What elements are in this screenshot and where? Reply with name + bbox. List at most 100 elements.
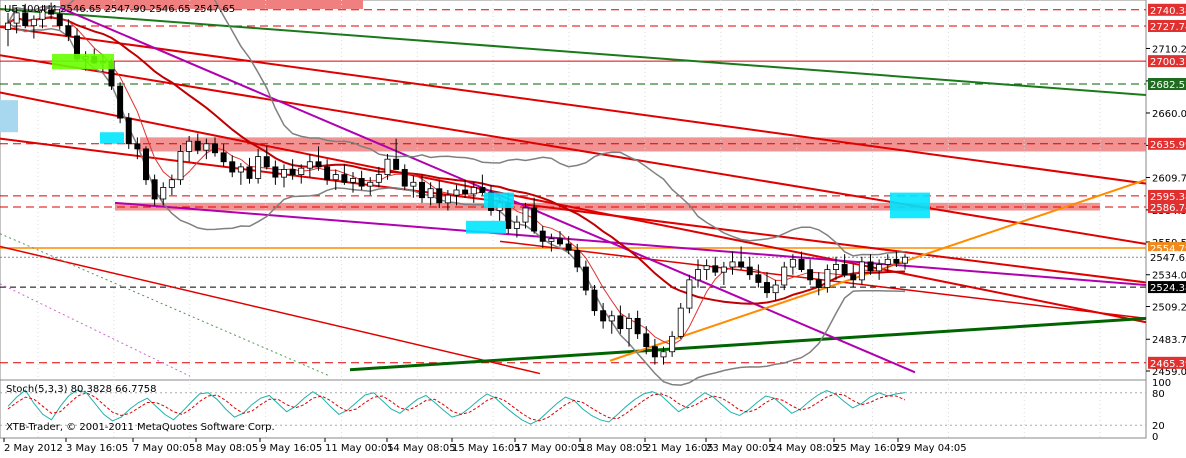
candle-body xyxy=(858,261,865,281)
candle-body xyxy=(281,169,287,178)
x-tick-label: 8 May 08:05 xyxy=(196,443,258,454)
level-label: 2700.37 xyxy=(1150,57,1186,68)
candle-body xyxy=(186,140,193,152)
lime-box xyxy=(52,53,114,70)
bollinger-upper xyxy=(7,0,906,257)
x-tick-label: 11 May 00:05 xyxy=(325,443,394,454)
candle-body xyxy=(324,166,331,181)
candle-body xyxy=(453,189,460,196)
level-label: 2554.79 xyxy=(1150,244,1186,255)
candle-body xyxy=(789,258,796,268)
candle-body xyxy=(358,178,365,187)
y-tick-label: 2459.00 xyxy=(1152,367,1186,378)
candle-body xyxy=(772,284,779,294)
candle-body xyxy=(824,269,831,288)
x-tick-label: 9 May 16:05 xyxy=(260,443,322,454)
level-label-bg xyxy=(1148,281,1186,294)
candle-body xyxy=(764,282,770,294)
level-label-bg xyxy=(1148,356,1186,369)
candle-body xyxy=(117,85,124,119)
level-label: 2727.74 xyxy=(1150,22,1186,33)
level-label: 2595.38 xyxy=(1150,192,1186,203)
x-tick-label: 18 May 08:05 xyxy=(580,443,649,454)
candle-body xyxy=(427,188,434,199)
candle-body xyxy=(617,315,624,330)
x-tick-label: 25 May 16:05 xyxy=(834,443,903,454)
candle-body xyxy=(419,181,425,199)
x-tick-label: 3 May 16:05 xyxy=(66,443,128,454)
candle-body xyxy=(134,143,141,150)
candle-body xyxy=(798,258,805,270)
candle-body xyxy=(177,151,184,181)
candle-body xyxy=(876,264,883,272)
candle-body xyxy=(341,174,348,183)
level-label: 2635.99 xyxy=(1150,140,1186,151)
cyan-box-1 xyxy=(100,132,124,144)
candle-body xyxy=(30,18,37,27)
candle-body xyxy=(168,179,175,188)
candle-body xyxy=(203,143,210,151)
candle-body xyxy=(160,187,167,200)
osc-level-label: 20 xyxy=(1152,421,1165,432)
candle-body xyxy=(703,265,710,270)
candle-body xyxy=(582,266,589,291)
candle-body xyxy=(470,187,477,195)
candle-body xyxy=(401,169,408,187)
osc-level-label: 0 xyxy=(1152,432,1158,443)
x-tick-label: 21 May 16:05 xyxy=(645,443,714,454)
trend-red-2 xyxy=(0,54,1147,245)
level-label-bg xyxy=(1148,251,1186,264)
copyright-text: XTB-Trader, © 2001-2011 MetaQuotes Softw… xyxy=(6,422,275,433)
y-tick-label: 2509.25 xyxy=(1152,303,1186,314)
candle-body xyxy=(781,266,788,286)
candle-body xyxy=(151,179,158,200)
candle-body xyxy=(48,9,55,15)
candle-body xyxy=(574,249,581,268)
candle-body xyxy=(712,265,719,273)
candle-body xyxy=(626,317,632,330)
cyan-box-2 xyxy=(466,220,506,234)
level-label-bg xyxy=(1148,55,1186,68)
trend-red-6 xyxy=(499,240,1147,320)
left-blue-marker xyxy=(0,100,18,133)
candle-body xyxy=(410,181,417,187)
y-tick-label: 2534.00 xyxy=(1152,271,1186,282)
cyan-box-4 xyxy=(890,192,930,219)
level-label-bg xyxy=(1148,201,1186,214)
x-tick-label: 7 May 00:05 xyxy=(133,443,195,454)
candle-body xyxy=(600,310,607,322)
cyan-box-3 xyxy=(484,192,514,208)
trend-red-1 xyxy=(0,25,1147,185)
candle-body xyxy=(263,156,270,168)
level-label: 2740.38 xyxy=(1150,6,1186,17)
candle-body xyxy=(755,274,762,283)
candle-body xyxy=(807,269,814,281)
candle-body xyxy=(867,261,874,272)
y-axis: 2710.252685.002660.002634.752609.752584.… xyxy=(1146,3,1186,378)
candle-body xyxy=(902,256,908,264)
candle-body xyxy=(65,25,72,37)
level-label-bg xyxy=(1148,77,1186,90)
candle-body xyxy=(255,156,262,179)
level-label: 2586.74 xyxy=(1150,203,1186,214)
candle-body xyxy=(591,289,598,312)
candle-body xyxy=(738,261,745,268)
oscillator-pane-frame xyxy=(0,379,1147,439)
candle-body xyxy=(143,148,149,181)
y-tick-label: 2710.25 xyxy=(1152,44,1186,55)
candle-body xyxy=(815,279,822,288)
candle-body xyxy=(444,194,451,204)
level-label-bg xyxy=(1148,20,1186,33)
x-axis: 2 May 2012 3 May 16:05 7 May 00:05 8 May 08… xyxy=(3,438,967,454)
stoch-signal-line xyxy=(7,392,906,422)
candle-body xyxy=(13,12,20,24)
trend-red-3 xyxy=(0,91,1147,324)
trend-magenta-2 xyxy=(114,201,1147,286)
candle-body xyxy=(220,152,227,163)
candle-body xyxy=(393,158,400,170)
candle-body xyxy=(522,207,529,223)
level-label: 2465.39 xyxy=(1150,359,1186,370)
candle-body xyxy=(315,161,322,168)
candle-body xyxy=(686,279,693,309)
